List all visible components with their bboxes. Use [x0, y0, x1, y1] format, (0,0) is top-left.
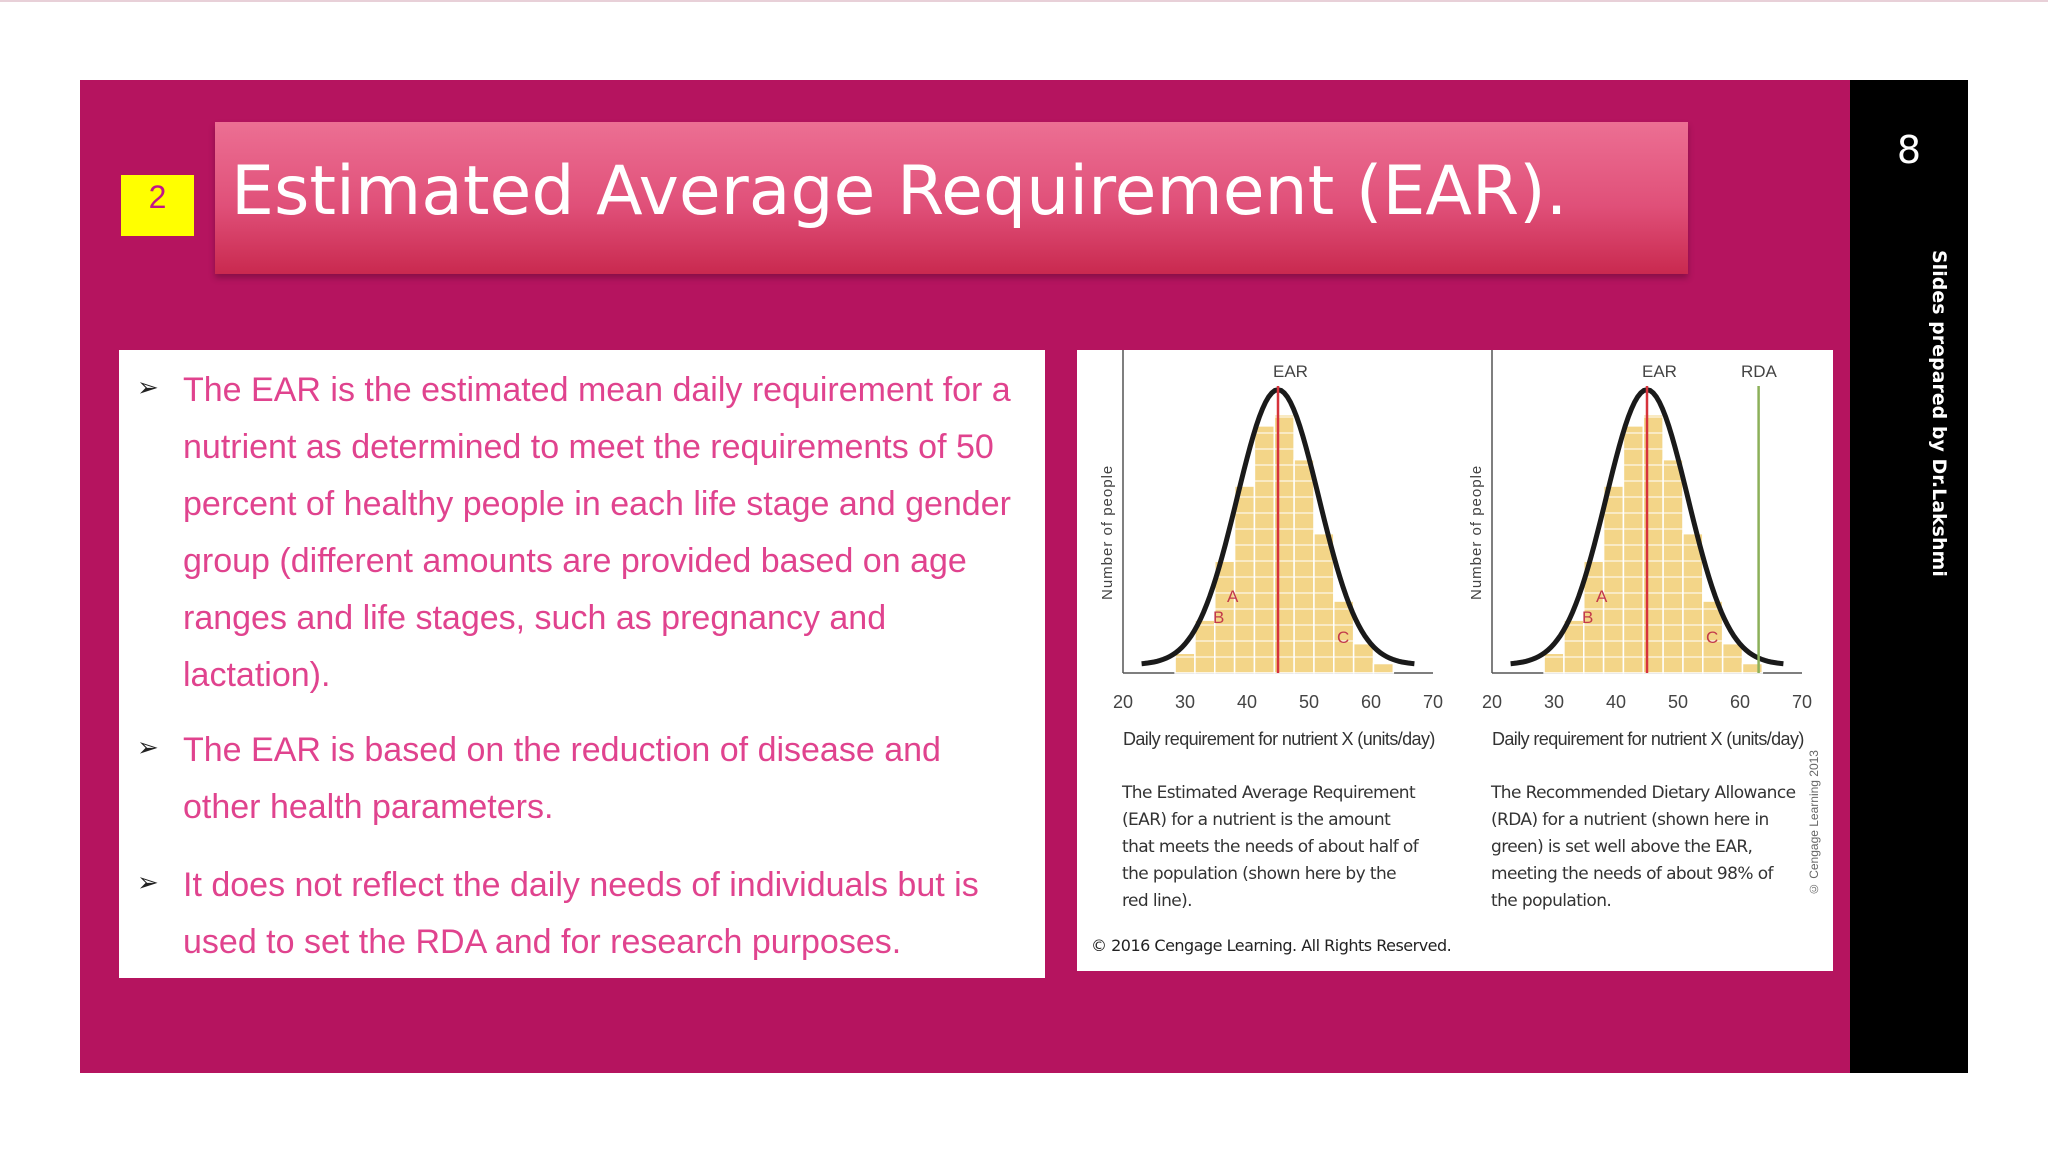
- region-label-a: A: [1227, 587, 1239, 606]
- region-label-c: C: [1337, 628, 1349, 647]
- bullet-arrow-icon: ➢: [137, 867, 159, 897]
- title-banner: Estimated Average Requirement (EAR).: [215, 122, 1688, 274]
- slide-title: Estimated Average Requirement (EAR).: [231, 152, 1568, 231]
- right-sidebar: [1850, 80, 1968, 1073]
- histogram-bar: [1333, 600, 1355, 674]
- section-badge: 2: [121, 175, 194, 236]
- bullet-arrow-icon: ➢: [137, 372, 159, 402]
- bullet-text-box: ➢ The EAR is the estimated mean daily re…: [119, 350, 1045, 978]
- bullet-item-1: The EAR is the estimated mean daily requ…: [183, 371, 1011, 694]
- x-axis-label: Daily requirement for nutrient X (units/…: [1492, 729, 1804, 749]
- region-label-a: A: [1596, 587, 1608, 606]
- histogram-bar: [1702, 600, 1724, 674]
- region-label-b: B: [1582, 608, 1593, 627]
- x-axis-label: Daily requirement for nutrient X (units/…: [1123, 729, 1435, 749]
- histogram-bar: [1543, 652, 1565, 674]
- histogram-bar: [1622, 425, 1645, 674]
- region-label-c: C: [1706, 628, 1718, 647]
- ear-rda-figure: EAR Number of people A B C 20 30 40 50 60 70 …: [1077, 350, 1833, 971]
- side-copyright: © Cengage Learning 2013: [1807, 750, 1821, 897]
- y-axis-label: Number of people: [1468, 465, 1485, 600]
- x-tick-label: 20: [1482, 692, 1502, 712]
- histogram-bar: [1253, 425, 1276, 674]
- x-tick-label: 30: [1544, 692, 1564, 712]
- x-tick-label: 60: [1361, 692, 1381, 712]
- bullet-item-3: It does not reflect the daily needs of i…: [183, 866, 979, 961]
- histogram-bar: [1174, 652, 1196, 674]
- histogram-bar: [1602, 485, 1625, 674]
- x-tick-label: 30: [1175, 692, 1195, 712]
- ear-label: EAR: [1642, 362, 1677, 381]
- x-tick-label: 50: [1668, 692, 1688, 712]
- author-credit: Slides prepared by Dr.Lakshmi: [1928, 250, 1950, 577]
- bullet-arrow-icon: ➢: [137, 732, 159, 762]
- x-tick-label: 60: [1730, 692, 1750, 712]
- distribution-charts: EAR Number of people A B C 20 30 40 50 60 70 …: [1099, 350, 1812, 749]
- x-tick-label: 70: [1792, 692, 1812, 712]
- ear-label: EAR: [1273, 362, 1308, 381]
- x-tick-label: 40: [1606, 692, 1626, 712]
- histogram-bar: [1721, 642, 1744, 674]
- copyright-note: © 2016 Cengage Learning. All Rights Rese…: [1091, 936, 1452, 955]
- x-tick-label: 50: [1299, 692, 1319, 712]
- rda-label: RDA: [1741, 362, 1778, 381]
- bullet-item-2: The EAR is based on the reduction of dis…: [183, 731, 941, 826]
- histogram-bar: [1352, 642, 1375, 674]
- x-tick-label: 70: [1423, 692, 1443, 712]
- histogram-bar: [1233, 485, 1256, 674]
- y-axis-label: Number of people: [1099, 465, 1116, 600]
- histogram-bar: [1372, 662, 1395, 674]
- slide-number: 8: [1896, 128, 1922, 172]
- ear-caption: The Estimated Average Requirement (EAR) …: [1122, 783, 1419, 911]
- top-border: [0, 0, 2048, 2]
- rda-caption: The Recommended Dietary Allowance (RDA) …: [1491, 783, 1796, 911]
- region-label-b: B: [1213, 608, 1224, 627]
- x-tick-label: 20: [1113, 692, 1133, 712]
- histogram-bar: [1741, 662, 1764, 674]
- x-tick-label: 40: [1237, 692, 1257, 712]
